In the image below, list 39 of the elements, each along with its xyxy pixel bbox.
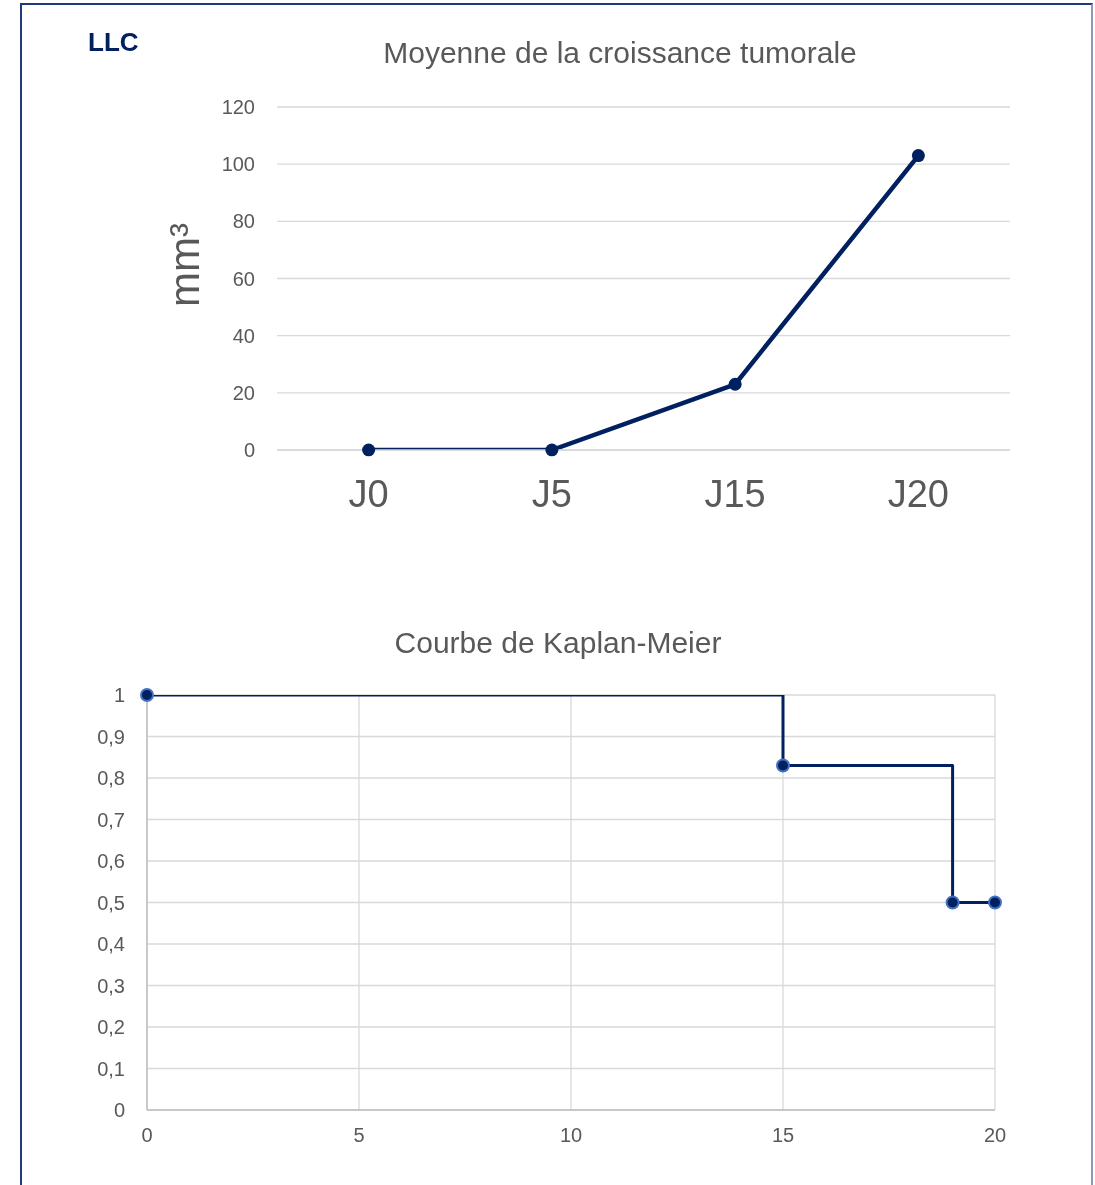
y-tick-label: 0 [113, 1099, 125, 1122]
x-tick-label: J0 [348, 472, 389, 515]
y-tick-label: 40 [232, 324, 255, 347]
y-tick-label: 0,1 [97, 1057, 125, 1080]
x-tick-label: J15 [704, 472, 766, 515]
y-axis-title: mm³ [160, 223, 209, 307]
point [140, 688, 154, 702]
text: LLC [88, 26, 139, 57]
y-tick-label: 0 [243, 439, 255, 462]
chart-title: Courbe de Kaplan-Meier [394, 625, 722, 659]
y-tick-label: 0,6 [97, 850, 125, 873]
y-tick-label: 0,9 [97, 725, 125, 748]
y-tick-label: 0,5 [97, 891, 125, 914]
y-tick-label: 0,8 [97, 767, 125, 790]
x-tick-label: 20 [983, 1124, 1007, 1147]
point [545, 443, 559, 457]
y-tick-label: 0,3 [97, 974, 125, 997]
y-tick-label: 20 [232, 381, 255, 404]
point [362, 443, 376, 457]
y-tick-label: 0,7 [97, 808, 125, 831]
x-tick-label: J20 [887, 472, 950, 515]
y-tick-label: 120 [221, 96, 255, 119]
x-tick-label: 5 [353, 1124, 365, 1147]
point [911, 149, 925, 163]
point [988, 895, 1002, 910]
x-tick-label: J5 [531, 472, 572, 515]
y-tick-label: 1 [113, 684, 125, 707]
y-tick-label: 0,2 [97, 1016, 125, 1039]
y-tick-label: 60 [232, 267, 255, 290]
x-tick-label: 10 [559, 1124, 583, 1147]
point [728, 377, 742, 391]
y-tick-label: 0,4 [97, 933, 125, 956]
point [776, 758, 790, 773]
y-tick-label: 80 [232, 210, 255, 233]
point [945, 895, 960, 910]
chart-title: Moyenne de la croissance tumorale [383, 35, 857, 69]
x-tick-label: 15 [771, 1124, 795, 1147]
y-tick-label: 100 [221, 153, 255, 176]
x-tick-label: 0 [141, 1124, 153, 1147]
